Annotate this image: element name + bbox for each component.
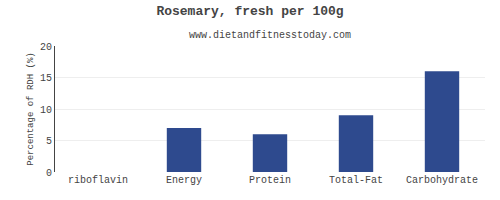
svg-text:0: 0: [46, 168, 52, 179]
svg-text:Protein: Protein: [249, 175, 291, 186]
svg-text:Energy: Energy: [166, 175, 202, 186]
svg-text:5: 5: [46, 136, 52, 147]
svg-text:Percentage of RDH (%): Percentage of RDH (%): [26, 52, 36, 165]
svg-text:15: 15: [40, 73, 52, 84]
svg-text:20: 20: [40, 42, 52, 53]
svg-text:Carbohydrate: Carbohydrate: [406, 175, 478, 186]
svg-text:www.dietandfitnesstoday.com: www.dietandfitnesstoday.com: [189, 30, 351, 41]
svg-text:Total-Fat: Total-Fat: [329, 175, 383, 186]
svg-text:Rosemary, fresh per 100g: Rosemary, fresh per 100g: [156, 4, 343, 19]
svg-text:riboflavin: riboflavin: [68, 175, 128, 186]
svg-text:10: 10: [40, 105, 52, 116]
